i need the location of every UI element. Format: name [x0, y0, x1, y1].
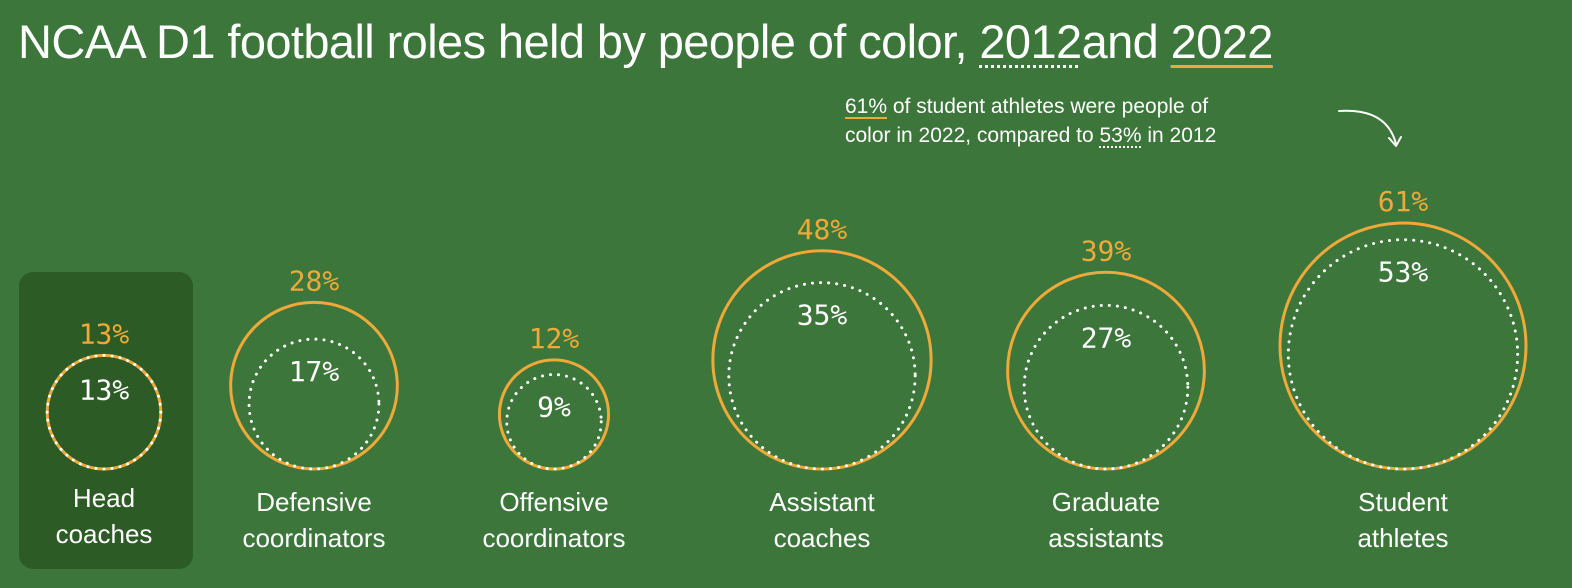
label-2012-graduate-assistants: 27%	[1081, 321, 1132, 354]
label-2012-offensive-coordinators: 9%	[537, 391, 571, 424]
bubble-2022-defensive-coordinators	[229, 300, 399, 471]
category-label-line: athletes	[1357, 523, 1449, 553]
annotation-line-2-post: in 2012	[1141, 124, 1217, 147]
label-2022-student-athletes: 61%	[1378, 185, 1429, 218]
bubble-2022-student-athletes	[1278, 221, 1528, 471]
category-label-line: coaches	[773, 523, 871, 553]
category-label-line: assistants	[1048, 523, 1164, 553]
title-year-2022: 2022	[1170, 15, 1274, 68]
annotation-value-2012: 53%	[1099, 124, 1142, 147]
annotation-line-1: 61% of student athletes were people of	[845, 92, 1345, 121]
student-athletes-annotation: 61% of student athletes were people of c…	[845, 92, 1345, 150]
title-middle: and	[1081, 15, 1171, 68]
bubble-2012-graduate-assistants	[1022, 303, 1190, 471]
annotation-arrow-icon	[1338, 109, 1402, 147]
bubble-2012-defensive-coordinators	[247, 337, 381, 471]
label-2022-defensive-coordinators: 28%	[289, 264, 340, 297]
label-2012-defensive-coordinators: 17%	[289, 355, 340, 388]
category-label-line: Assistant	[769, 487, 875, 517]
category-label-line: coordinators	[242, 523, 386, 553]
chart-title: NCAA D1 football roles held by people of…	[18, 14, 1273, 69]
bubble-2012-head-coaches	[45, 353, 163, 471]
category-label-head-coaches: Head coaches	[0, 480, 224, 552]
label-2012-student-athletes: 53%	[1378, 256, 1429, 289]
category-label-line: Student	[1358, 487, 1448, 517]
category-label-line: Offensive	[499, 487, 609, 517]
bubble-2012-student-athletes	[1286, 238, 1520, 471]
category-label-defensive-coordinators: Defensive coordinators	[194, 484, 434, 556]
category-label-offensive-coordinators: Offensive coordinators	[434, 484, 674, 556]
category-label-line: Defensive	[256, 487, 372, 517]
category-label-line: coordinators	[482, 523, 626, 553]
label-2022-graduate-assistants: 39%	[1081, 234, 1132, 267]
annotation-value-2022: 61%	[845, 95, 888, 118]
label-2022-head-coaches: 13%	[79, 317, 130, 350]
title-year-2012: 2012	[979, 15, 1082, 68]
annotation-line-2-pre: color in 2022, compared to	[845, 124, 1100, 147]
title-prefix: NCAA D1 football roles held by people of…	[18, 15, 980, 68]
label-2022-assistant-coaches: 48%	[797, 213, 848, 246]
label-2012-head-coaches: 13%	[79, 373, 130, 406]
category-label-line: Graduate	[1051, 487, 1161, 517]
label-2012-assistant-coaches: 35%	[797, 299, 848, 332]
category-label-assistant-coaches: Assistant coaches	[702, 484, 942, 556]
label-2022-offensive-coordinators: 12%	[529, 322, 580, 355]
bubble-2012-offensive-coordinators	[505, 373, 603, 471]
bubble-2012-assistant-coaches	[727, 281, 917, 471]
category-label-student-athletes: Student athletes	[1283, 484, 1523, 556]
category-label-line: Head	[72, 483, 136, 513]
annotation-line-2: color in 2022, compared to 53% in 2012	[845, 121, 1345, 150]
category-label-graduate-assistants: Graduate assistants	[986, 484, 1226, 556]
bubble-2022-graduate-assistants	[1006, 270, 1206, 471]
annotation-line-1-rest: of student athletes were people of	[887, 95, 1209, 118]
category-label-line: coaches	[55, 519, 153, 549]
